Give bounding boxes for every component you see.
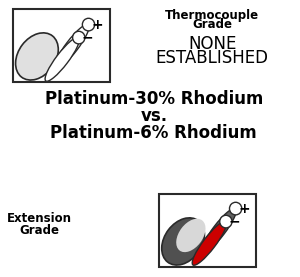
Text: vs.: vs. bbox=[140, 107, 167, 125]
Bar bbox=[159, 194, 256, 267]
Text: −: − bbox=[82, 30, 93, 45]
Text: ESTABLISHED: ESTABLISHED bbox=[156, 49, 269, 67]
Ellipse shape bbox=[176, 219, 206, 252]
Text: NONE: NONE bbox=[188, 35, 236, 53]
Circle shape bbox=[230, 202, 242, 215]
Text: −: − bbox=[229, 215, 240, 229]
Circle shape bbox=[220, 215, 232, 228]
Ellipse shape bbox=[162, 218, 204, 265]
Text: Grade: Grade bbox=[192, 19, 232, 32]
Bar bbox=[13, 9, 110, 82]
Text: +: + bbox=[238, 202, 250, 216]
Circle shape bbox=[82, 18, 94, 31]
Text: Extension: Extension bbox=[6, 212, 71, 225]
Ellipse shape bbox=[202, 208, 236, 252]
Text: Thermocouple: Thermocouple bbox=[165, 9, 260, 22]
Ellipse shape bbox=[55, 24, 89, 68]
Ellipse shape bbox=[45, 37, 80, 81]
Text: +: + bbox=[92, 18, 103, 32]
Circle shape bbox=[73, 31, 85, 44]
Ellipse shape bbox=[192, 221, 226, 265]
Text: Platinum-6% Rhodium: Platinum-6% Rhodium bbox=[50, 124, 257, 142]
Text: Platinum-30% Rhodium: Platinum-30% Rhodium bbox=[45, 90, 263, 108]
Ellipse shape bbox=[16, 33, 58, 80]
Text: Grade: Grade bbox=[19, 224, 59, 237]
